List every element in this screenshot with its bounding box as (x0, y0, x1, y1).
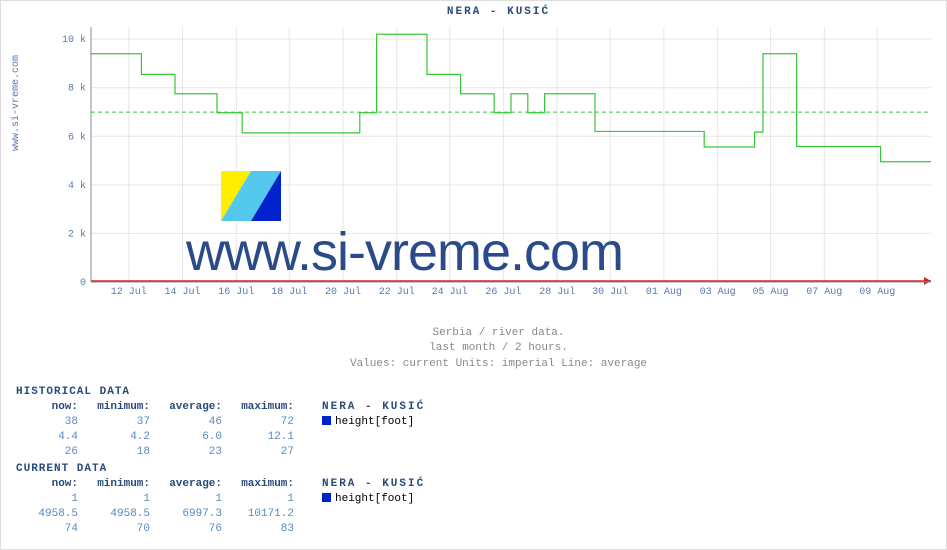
svg-text:12 Jul: 12 Jul (111, 286, 147, 298)
svg-text:22 Jul: 22 Jul (379, 286, 415, 298)
svg-text:24 Jul: 24 Jul (432, 286, 468, 298)
svg-text:18 Jul: 18 Jul (271, 286, 307, 298)
svg-text:28 Jul: 28 Jul (539, 286, 575, 298)
svg-text:26 Jul: 26 Jul (485, 286, 521, 298)
svg-text:07 Aug: 07 Aug (806, 287, 842, 298)
hist-r2-c1: 18 (88, 445, 160, 460)
cur-r2-c0: 74 (16, 522, 88, 537)
table-row: 4.4 4.2 6.0 12.1 (16, 430, 425, 445)
caption-line-3: Values: current Units: imperial Line: av… (61, 357, 936, 372)
legend-square-icon (322, 416, 331, 425)
hist-r2-c3: 27 (232, 445, 304, 460)
svg-text:16 Jul: 16 Jul (218, 286, 254, 298)
data-tables: HISTORICAL DATA now: minimum: average: m… (16, 386, 425, 537)
watermark-logo-icon (221, 171, 281, 221)
caption-line-1: Serbia / river data. (61, 326, 936, 341)
col-avg: average: (160, 477, 232, 492)
table-row: 74 70 76 83 (16, 522, 425, 537)
cur-r1-c0: 4958.5 (16, 507, 88, 522)
cur-r1-c3: 10171.2 (232, 507, 304, 522)
chart-caption: Serbia / river data. last month / 2 hour… (61, 326, 936, 372)
hist-r0-c2: 46 (160, 415, 232, 430)
table-header-row: now: minimum: average: maximum: NERA - K… (16, 477, 425, 492)
svg-text:0: 0 (80, 278, 86, 289)
current-header: CURRENT DATA (16, 463, 425, 475)
historical-unit: height[foot] (335, 416, 414, 428)
cur-r0-c1: 1 (88, 492, 160, 507)
table-header-row: now: minimum: average: maximum: NERA - K… (16, 400, 425, 415)
hist-r1-c1: 4.2 (88, 430, 160, 445)
svg-text:8 k: 8 k (68, 83, 86, 95)
svg-text:10 k: 10 k (62, 34, 86, 46)
cur-r1-c1: 4958.5 (88, 507, 160, 522)
svg-text:05 Aug: 05 Aug (753, 287, 789, 298)
cur-r2-c3: 83 (232, 522, 304, 537)
hist-r0-c1: 37 (88, 415, 160, 430)
table-row: 1 1 1 1 height[foot] (16, 492, 425, 507)
col-now: now: (16, 400, 88, 415)
cur-r2-c2: 76 (160, 522, 232, 537)
col-now: now: (16, 477, 88, 492)
col-max: maximum: (232, 477, 304, 492)
watermark-text: www.si-vreme.com (186, 221, 623, 283)
svg-text:09 Aug: 09 Aug (859, 287, 895, 298)
col-max: maximum: (232, 400, 304, 415)
hist-r0-c3: 72 (232, 415, 304, 430)
col-avg: average: (160, 400, 232, 415)
svg-text:20 Jul: 20 Jul (325, 286, 361, 298)
current-legend: height[foot] (304, 492, 414, 507)
caption-line-2: last month / 2 hours. (61, 341, 936, 356)
svg-text:14 Jul: 14 Jul (165, 286, 201, 298)
current-unit: height[foot] (335, 493, 414, 505)
col-min: minimum: (88, 400, 160, 415)
cur-r2-c1: 70 (88, 522, 160, 537)
hist-r1-c2: 6.0 (160, 430, 232, 445)
svg-text:4 k: 4 k (68, 180, 86, 192)
svg-text:01 Aug: 01 Aug (646, 287, 682, 298)
cur-r0-c3: 1 (232, 492, 304, 507)
hist-r0-c0: 38 (16, 415, 88, 430)
col-min: minimum: (88, 477, 160, 492)
cur-r1-c2: 6997.3 (160, 507, 232, 522)
table-row: 26 18 23 27 (16, 445, 425, 460)
current-station: NERA - KUSIĆ (304, 477, 425, 492)
cur-r0-c2: 1 (160, 492, 232, 507)
cur-r0-c0: 1 (16, 492, 88, 507)
table-row: 4958.5 4958.5 6997.3 10171.2 (16, 507, 425, 522)
hist-r2-c2: 23 (160, 445, 232, 460)
svg-text:03 Aug: 03 Aug (700, 287, 736, 298)
legend-square-icon (322, 493, 331, 502)
historical-legend: height[foot] (304, 415, 414, 430)
table-row: 38 37 46 72 height[foot] (16, 415, 425, 430)
historical-station: NERA - KUSIĆ (304, 400, 425, 415)
hist-r1-c0: 4.4 (16, 430, 88, 445)
svg-text:6 k: 6 k (68, 131, 86, 143)
hist-r2-c0: 26 (16, 445, 88, 460)
historical-header: HISTORICAL DATA (16, 386, 425, 398)
svg-text:2 k: 2 k (68, 228, 86, 240)
chart-title: NERA - KUSIĆ (61, 6, 936, 18)
hist-r1-c3: 12.1 (232, 430, 304, 445)
site-vertical-label: www.si-vreme.com (11, 55, 22, 151)
svg-text:30 Jul: 30 Jul (592, 286, 628, 298)
